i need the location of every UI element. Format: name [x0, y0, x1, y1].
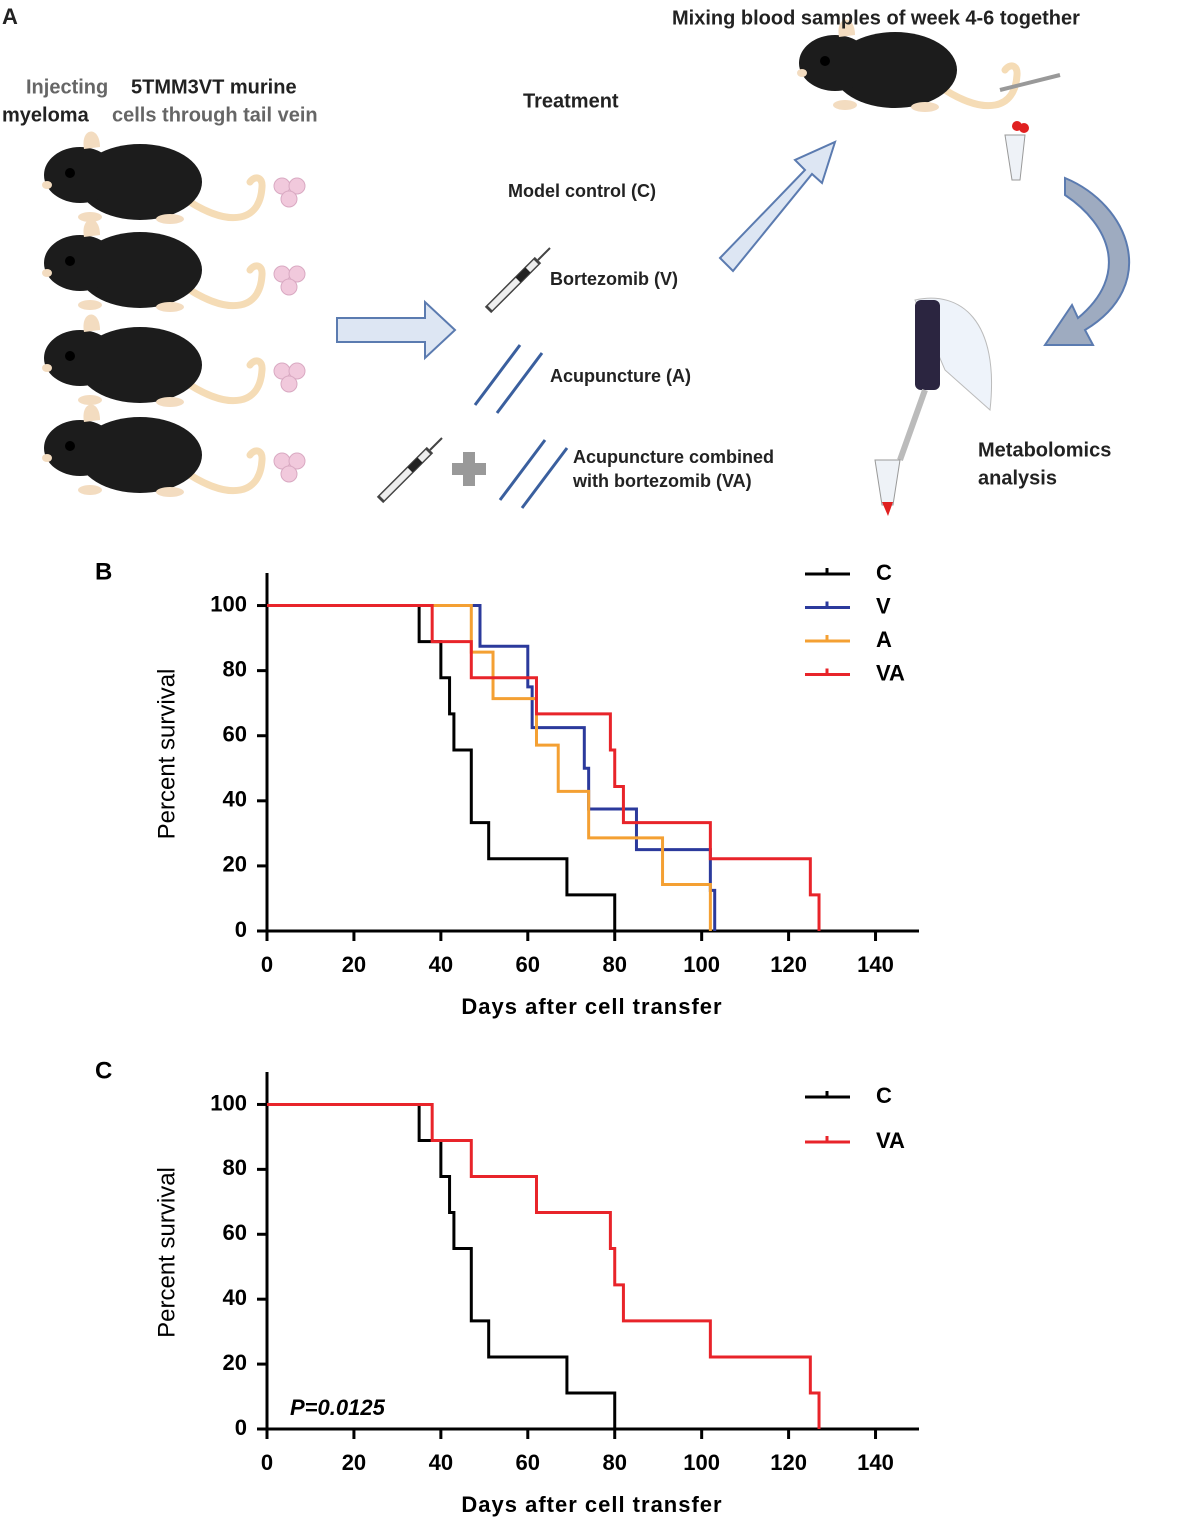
x-tick-label: 60	[516, 1450, 540, 1475]
x-tick-label: 20	[342, 952, 366, 977]
sampling-text: Mixing blood samples of week 4-6 togethe…	[672, 7, 1080, 29]
x-tick-label: 80	[602, 1450, 626, 1475]
injection-text: cells through tail vein	[112, 104, 318, 126]
y-axis-label: Percent survival	[153, 1167, 180, 1338]
x-tick-label: 20	[342, 1450, 366, 1475]
analysis-text: analysis	[978, 467, 1057, 489]
panel-a-art	[42, 19, 1131, 516]
legend-label: A	[876, 627, 892, 652]
x-tick-label: 40	[429, 952, 453, 977]
legend-label: VA	[876, 660, 905, 685]
y-tick-label: 0	[235, 1415, 247, 1440]
group-label: Model control (C)	[508, 181, 656, 201]
y-tick-label: 80	[223, 1155, 247, 1180]
survival-curve	[267, 604, 717, 931]
panel-label: A	[2, 4, 18, 29]
panel-label: B	[95, 558, 112, 585]
legend-label: VA	[876, 1128, 905, 1153]
survival-curve	[267, 604, 712, 931]
y-tick-label: 60	[223, 1220, 247, 1245]
y-axis-label: Percent survival	[153, 669, 180, 840]
analysis-text: Metabolomics	[978, 439, 1111, 461]
x-axis-label: Days after cell transfer	[461, 994, 722, 1019]
group-label: Acupuncture combined	[573, 447, 774, 467]
x-tick-label: 100	[683, 952, 720, 977]
legend-label: C	[876, 1083, 892, 1108]
annotation: P=0.0125	[290, 1395, 386, 1420]
treatment-title: Treatment	[523, 90, 619, 112]
y-tick-label: 20	[223, 852, 247, 877]
group-label: Bortezomib (V)	[550, 269, 678, 289]
legend-label: V	[876, 593, 891, 618]
x-tick-label: 60	[516, 952, 540, 977]
group-label: with bortezomib (VA)	[572, 471, 752, 491]
x-tick-label: 0	[261, 952, 273, 977]
x-tick-label: 140	[857, 952, 894, 977]
legend-label: C	[876, 560, 892, 585]
injection-text: Injecting	[26, 76, 108, 98]
injection-text: 5TMM3VT murine	[131, 76, 297, 98]
y-tick-label: 0	[235, 917, 247, 942]
y-tick-label: 100	[210, 591, 247, 616]
y-tick-label: 20	[223, 1350, 247, 1375]
injection-text: myeloma	[2, 104, 90, 126]
survival-curve	[267, 604, 821, 931]
panel-label: C	[95, 1057, 112, 1084]
x-tick-label: 40	[429, 1450, 453, 1475]
y-tick-label: 40	[223, 787, 247, 812]
y-tick-label: 40	[223, 1285, 247, 1310]
x-tick-label: 80	[602, 952, 626, 977]
x-tick-label: 120	[770, 952, 807, 977]
survival-curve	[267, 1102, 617, 1429]
group-label: Acupuncture (A)	[550, 366, 691, 386]
x-axis-label: Days after cell transfer	[461, 1492, 722, 1517]
x-tick-label: 140	[857, 1450, 894, 1475]
x-tick-label: 100	[683, 1450, 720, 1475]
x-tick-label: 120	[770, 1450, 807, 1475]
x-tick-label: 0	[261, 1450, 273, 1475]
survival-curve	[267, 604, 617, 931]
y-tick-label: 60	[223, 722, 247, 747]
y-tick-label: 80	[223, 656, 247, 681]
survival-curve	[267, 1102, 821, 1429]
y-tick-label: 100	[210, 1090, 247, 1115]
